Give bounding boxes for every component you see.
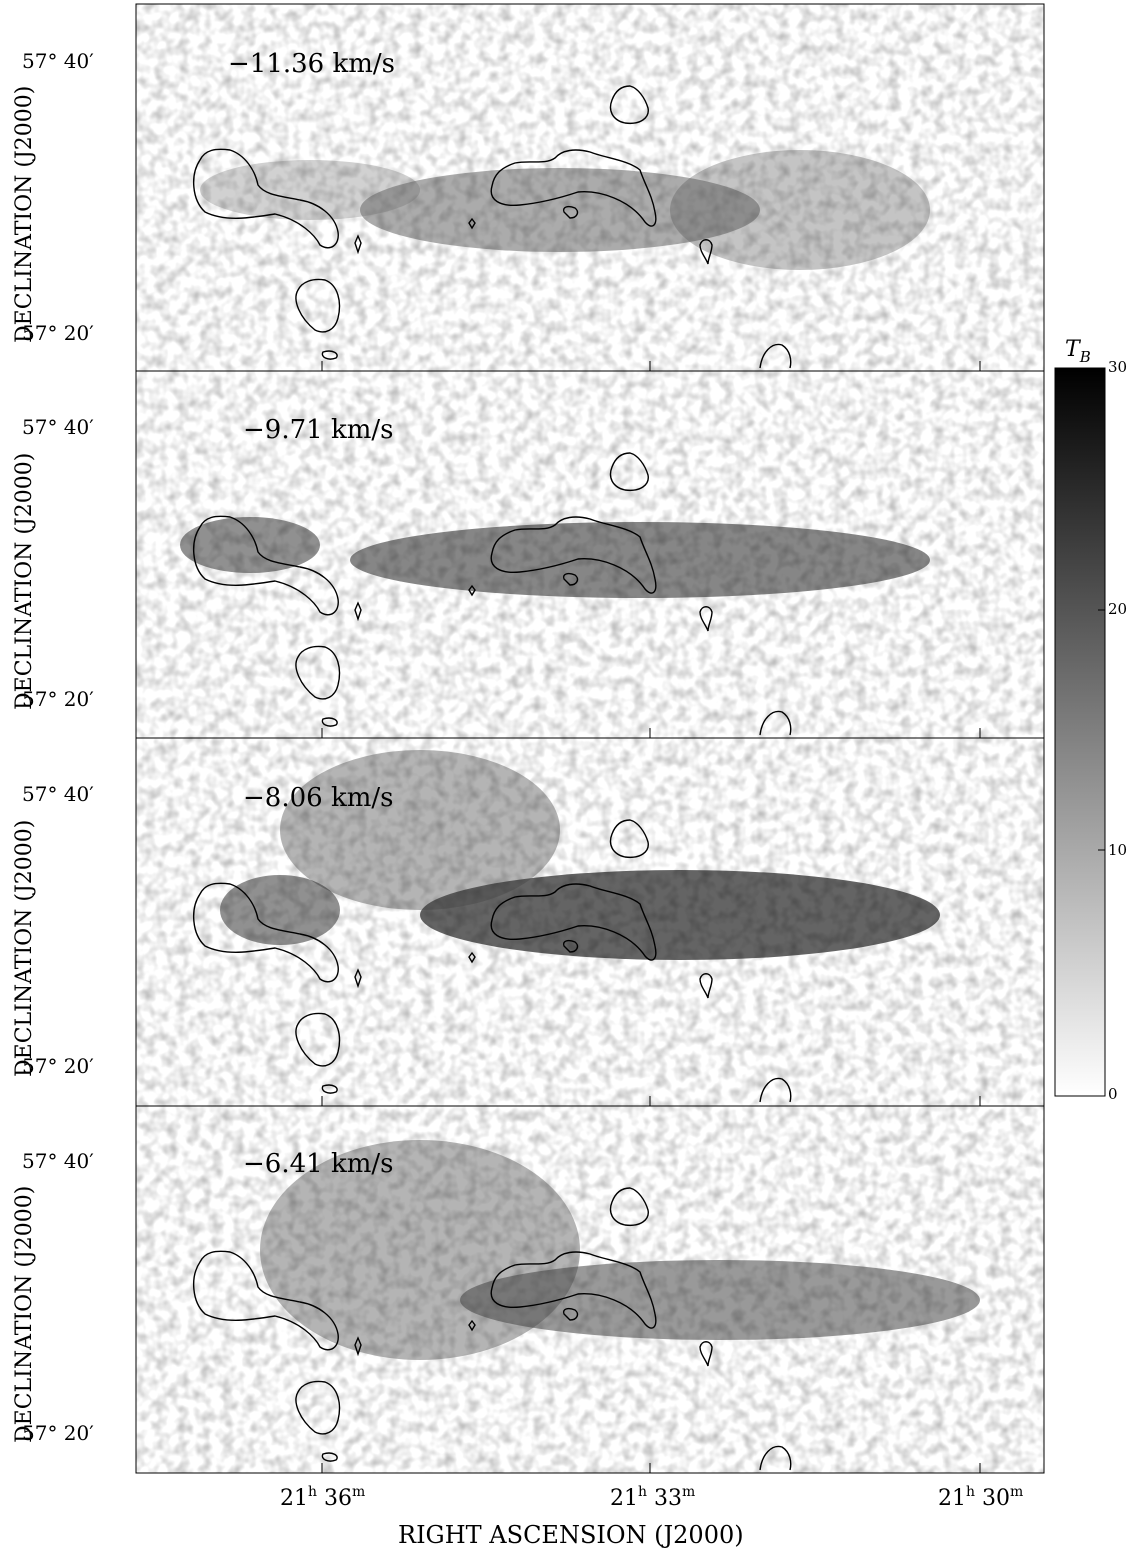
dec-tick-label-top: 57° 40′ [22, 415, 94, 439]
dec-tick-label-bottom: 57° 20′ [22, 687, 94, 711]
grayscale-map [136, 371, 1044, 738]
dec-tick-label-top: 57° 40′ [22, 1149, 94, 1173]
panel-1: −11.36 km/s 57° 40′ 57° 20′ DECLINATION … [12, 3, 1045, 372]
panel-2: −9.71 km/s 57° 40′ 57° 20′ DECLINATION (… [12, 370, 1045, 739]
y-axis-label: DECLINATION (J2000) [12, 1186, 37, 1443]
velocity-label: −9.71 km/s [243, 415, 393, 445]
ra-tick-label: 21h 30m [938, 1484, 1023, 1511]
panel-3: −8.06 km/s 57° 40′ 57° 20′ DECLINATION (… [12, 737, 1045, 1107]
dec-tick-label-bottom: 57° 20′ [22, 321, 94, 345]
y-axis-label: DECLINATION (J2000) [12, 453, 37, 710]
panel-4: −6.41 km/s 57° 40′ 57° 20′ DECLINATION (… [12, 1105, 1045, 1474]
velocity-label: −6.41 km/s [243, 1149, 393, 1179]
velocity-label: −11.36 km/s [228, 49, 395, 79]
dec-tick-label-bottom: 57° 20′ [22, 1054, 94, 1078]
colorbar: TB 30 20 10 0 [1054, 337, 1127, 1103]
ra-tick-marks [321, 361, 981, 1473]
dec-tick-label-bottom: 57° 20′ [22, 1421, 94, 1445]
grayscale-map [136, 1106, 1044, 1473]
ra-tick-labels: 21h 36m 21h 33m 21h 30m [280, 1484, 1023, 1511]
dec-tick-label-top: 57° 40′ [22, 782, 94, 806]
colorbar-title: TB [1065, 337, 1091, 366]
colorbar-tick-label: 10 [1108, 841, 1127, 859]
colorbar-tick-label: 20 [1108, 600, 1127, 618]
x-axis-label: RIGHT ASCENSION (J2000) [398, 1521, 744, 1549]
y-axis-label: DECLINATION (J2000) [12, 820, 37, 1077]
ra-tick-label: 21h 33m [610, 1484, 695, 1511]
colorbar-tick-label: 0 [1108, 1085, 1118, 1103]
grayscale-map [136, 738, 1044, 1106]
dec-tick-label-top: 57° 40′ [22, 49, 94, 73]
velocity-label: −8.06 km/s [243, 783, 393, 813]
colorbar-tick-label: 30 [1108, 358, 1127, 376]
y-axis-label: DECLINATION (J2000) [12, 86, 37, 343]
colorbar-gradient [1054, 367, 1106, 1097]
ra-tick-label: 21h 36m [280, 1484, 365, 1511]
